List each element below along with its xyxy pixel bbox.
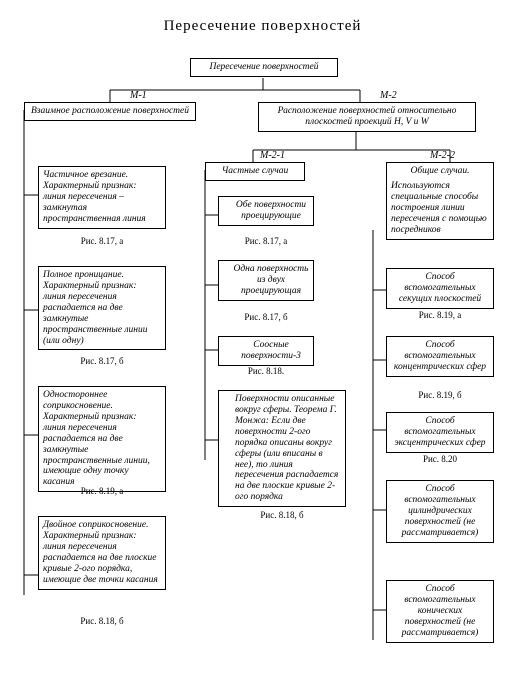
- node-m2: Расположение поверхностей относительно п…: [258, 102, 476, 132]
- page-title: Пересечение поверхностей: [0, 18, 525, 35]
- node-c1: Обе поверхности проецирующие: [218, 196, 314, 226]
- node-c2: Одна поверхность из двух проецирующая: [218, 260, 314, 301]
- cap-r2: Рис. 8.19, б: [386, 390, 494, 400]
- node-r4: Способ вспомогательных цилиндрических по…: [386, 480, 494, 543]
- node-c3: Соосные поверхности-3: [218, 336, 314, 366]
- node-l1: Частичное врезание. Характерный признак:…: [38, 166, 166, 229]
- cap-c1: Рис. 8.17, а: [218, 236, 314, 246]
- cap-l3: Рис. 8.19, а: [38, 486, 166, 496]
- node-r1: Способ вспомогательных секущих плоскосте…: [386, 268, 494, 309]
- node-m1: Взаимное расположение поверхностей: [24, 102, 196, 121]
- node-l2: Полное проницание. Характерный признак: …: [38, 266, 166, 350]
- label-m1: М-1: [130, 90, 147, 101]
- label-m21: М-2-1: [260, 150, 285, 161]
- cap-c3: Рис. 8.18.: [218, 366, 314, 376]
- node-m22-body: Используются специальные способы построе…: [386, 178, 494, 240]
- node-c4: Поверхности описанные вокруг сферы. Теор…: [218, 390, 346, 507]
- cap-c2: Рис. 8.17, б: [218, 312, 314, 322]
- cap-l1: Рис. 8.17, а: [38, 236, 166, 246]
- node-r2: Способ вспомогательных концентрических с…: [386, 336, 494, 377]
- label-m2: М-2: [380, 90, 397, 101]
- label-m22: М-2-2: [430, 150, 455, 161]
- node-l4: Двойное соприкосновение. Характерный при…: [38, 516, 166, 590]
- node-r5: Способ вспомогательных конических поверх…: [386, 580, 494, 643]
- node-m21: Частные случаи: [205, 162, 305, 181]
- cap-l4: Рис. 8.18, б: [38, 616, 166, 626]
- cap-c4: Рис. 8.18, б: [218, 510, 346, 520]
- cap-r3: Рис. 8.20: [386, 454, 494, 464]
- cap-r1: Рис. 8.19, а: [386, 310, 494, 320]
- node-l3: Одностороннее соприкосновение. Характерн…: [38, 386, 166, 492]
- node-root: Пересечение поверхностей: [190, 58, 338, 77]
- node-r3: Способ вспомогательных эксцентрических с…: [386, 412, 494, 453]
- cap-l2: Рис. 8.17, б: [38, 356, 166, 366]
